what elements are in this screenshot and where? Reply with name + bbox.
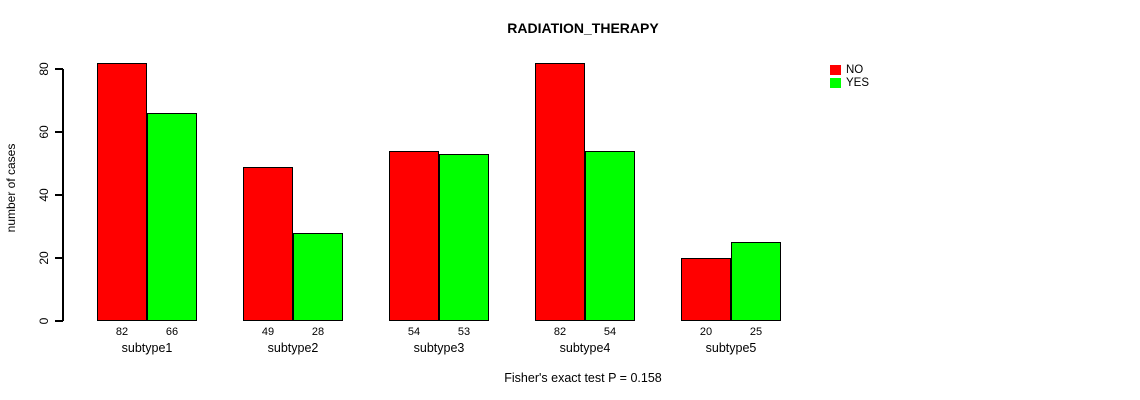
y-axis-tick — [55, 68, 63, 70]
y-axis-title: number of cases — [4, 143, 18, 233]
y-axis-tick-label: 60 — [37, 125, 51, 139]
bar-value-label-yes-subtype4: 54 — [603, 326, 617, 338]
x-category-label-subtype4: subtype4 — [559, 341, 611, 355]
bar-value-label-yes-subtype1: 66 — [165, 326, 179, 338]
legend-label-no: NO — [846, 64, 864, 76]
legend-label-yes: YES — [846, 77, 870, 89]
y-axis-tick-label: 0 — [37, 317, 51, 325]
chart-title: RADIATION_THERAPY — [507, 20, 659, 36]
bar-value-label-no-subtype2: 49 — [261, 326, 275, 338]
y-axis-tick-label: 20 — [37, 251, 51, 265]
y-axis-tick-label: 40 — [37, 188, 51, 202]
bar-yes-subtype3 — [439, 154, 489, 321]
legend: NO YES — [830, 64, 869, 90]
legend-entry-no: NO — [830, 64, 869, 76]
legend-entry-yes: YES — [830, 77, 869, 89]
y-axis-tick — [55, 257, 63, 259]
y-axis-tick — [55, 194, 63, 196]
x-category-label-subtype3: subtype3 — [413, 341, 465, 355]
x-category-label-subtype5: subtype5 — [705, 341, 757, 355]
bar-no-subtype3 — [389, 150, 439, 321]
bar-value-label-no-subtype4: 82 — [553, 326, 567, 338]
bar-yes-subtype2 — [293, 232, 343, 321]
bar-no-subtype4 — [535, 62, 585, 321]
fisher-test-annotation: Fisher's exact test P = 0.158 — [504, 371, 662, 385]
legend-color-swatch-yes — [830, 78, 841, 88]
bar-value-label-no-subtype3: 54 — [407, 326, 421, 338]
bar-no-subtype5 — [681, 258, 731, 321]
x-category-label-subtype1: subtype1 — [121, 341, 173, 355]
y-axis-tick — [55, 320, 63, 322]
legend-color-swatch-no — [830, 65, 841, 75]
bar-value-label-yes-subtype2: 28 — [311, 326, 325, 338]
y-axis-tick — [55, 131, 63, 133]
bar-yes-subtype1 — [147, 113, 197, 321]
bar-yes-subtype5 — [731, 242, 781, 321]
bar-value-label-no-subtype5: 20 — [699, 326, 713, 338]
bar-no-subtype2 — [243, 166, 293, 321]
bar-value-label-yes-subtype5: 25 — [749, 326, 763, 338]
y-axis-tick-label: 80 — [37, 62, 51, 76]
bar-yes-subtype4 — [585, 150, 635, 321]
bar-value-label-no-subtype1: 82 — [115, 326, 129, 338]
x-category-label-subtype2: subtype2 — [267, 341, 319, 355]
bar-value-label-yes-subtype3: 53 — [457, 326, 471, 338]
bar-no-subtype1 — [97, 62, 147, 321]
